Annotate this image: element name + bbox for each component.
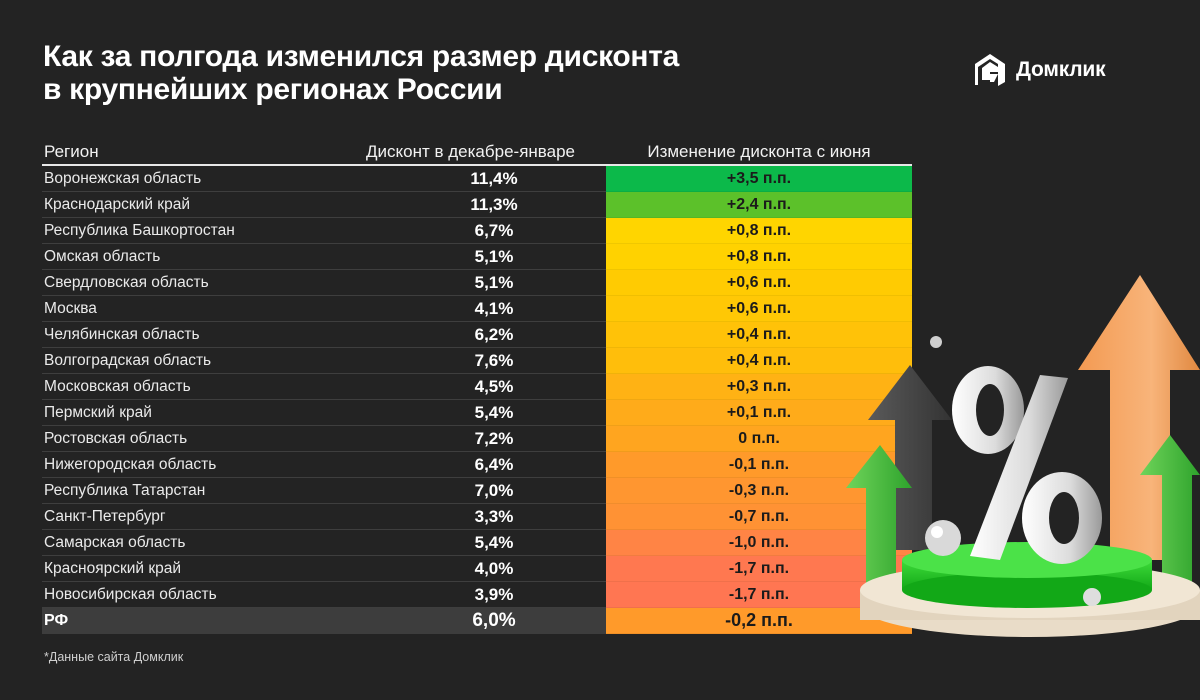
table-row: Свердловская область 5,1% +0,6 п.п.: [42, 270, 912, 296]
discount-table: Регион Дисконт в декабре-январе Изменени…: [42, 138, 912, 634]
cell-discount: 5,4%: [302, 400, 606, 426]
cell-discount: 7,0%: [302, 478, 606, 504]
cell-change: -0,7 п.п.: [606, 504, 912, 530]
table-row: Республика Татарстан 7,0% -0,3 п.п.: [42, 478, 912, 504]
dark-arrow-icon: [868, 365, 952, 550]
table-row: Пермский край 5,4% +0,1 п.п.: [42, 400, 912, 426]
brand-name: Домклик: [1016, 58, 1106, 81]
cell-discount: 4,1%: [302, 296, 606, 322]
cell-change: +0,8 п.п.: [606, 218, 912, 244]
table-row: Нижегородская область 6,4% -0,1 п.п.: [42, 452, 912, 478]
table-row: Челябинская область 6,2% +0,4 п.п.: [42, 322, 912, 348]
cell-discount: 5,1%: [302, 244, 606, 270]
cell-change: +0,3 п.п.: [606, 374, 912, 400]
cell-region: Волгоградская область: [42, 348, 302, 374]
cell-change: -1,0 п.п.: [606, 530, 912, 556]
cell-change: 0 п.п.: [606, 426, 912, 452]
percent-sign-icon: [952, 366, 1102, 564]
cell-discount: 3,3%: [302, 504, 606, 530]
cell-discount: 5,1%: [302, 270, 606, 296]
cell-region: Новосибирская область: [42, 582, 302, 608]
table-row: Санкт-Петербург 3,3% -0,7 п.п.: [42, 504, 912, 530]
cell-region: Воронежская область: [42, 166, 302, 192]
cell-discount: 6,2%: [302, 322, 606, 348]
cell-change: +0,8 п.п.: [606, 244, 912, 270]
cell-change: +0,4 п.п.: [606, 348, 912, 374]
header-change: Изменение дисконта с июня: [647, 142, 871, 161]
cell-region: Краснодарский край: [42, 192, 302, 218]
cell-discount: 6,7%: [302, 218, 606, 244]
footnote: *Данные сайта Домклик: [44, 650, 184, 664]
green-arrow-right-icon: [1140, 435, 1200, 600]
title-line-2: в крупнейших регионах России: [43, 73, 503, 106]
table-header: Регион Дисконт в декабре-январе Изменени…: [42, 138, 912, 166]
cell-region: Омская область: [42, 244, 302, 270]
cell-change: +0,4 п.п.: [606, 322, 912, 348]
table-row: Красноярский край 4,0% -1,7 п.п.: [42, 556, 912, 582]
cell-region: Пермский край: [42, 400, 302, 426]
green-arrow-left-icon: [846, 445, 912, 600]
domclick-house-icon: [975, 54, 1005, 86]
cell-change: -1,7 п.п.: [606, 556, 912, 582]
table-row: Краснодарский край 11,3% +2,4 п.п.: [42, 192, 912, 218]
cell-discount: 4,0%: [302, 556, 606, 582]
table-row: Москва 4,1% +0,6 п.п.: [42, 296, 912, 322]
cell-discount: 5,4%: [302, 530, 606, 556]
cell-region: Московская область: [42, 374, 302, 400]
table-row: Воронежская область 11,4% +3,5 п.п.: [42, 166, 912, 192]
cell-change: +0,6 п.п.: [606, 270, 912, 296]
cell-discount: 4,5%: [302, 374, 606, 400]
table-row: Омская область 5,1% +0,8 п.п.: [42, 244, 912, 270]
cell-change: +3,5 п.п.: [606, 166, 912, 192]
table-body: Воронежская область 11,4% +3,5 п.п. Краснод…: [42, 166, 912, 634]
table-total-row: РФ 6,0% -0,2 п.п.: [42, 608, 912, 634]
cell-change: +0,1 п.п.: [606, 400, 912, 426]
cell-region: Свердловская область: [42, 270, 302, 296]
table-row: Самарская область 5,4% -1,0 п.п.: [42, 530, 912, 556]
percent-decoration-illustration: [846, 275, 1200, 637]
cell-region: Челябинская область: [42, 322, 302, 348]
table-row: Новосибирская область 3,9% -1,7 п.п.: [42, 582, 912, 608]
table-row: Республика Башкортостан 6,7% +0,8 п.п.: [42, 218, 912, 244]
header-discount: Дисконт в декабре-январе: [366, 142, 575, 161]
cell-discount: 7,6%: [302, 348, 606, 374]
cell-region: Республика Татарстан: [42, 478, 302, 504]
table-row: Волгоградская область 7,6% +0,4 п.п.: [42, 348, 912, 374]
cell-region: Ростовская область: [42, 426, 302, 452]
cell-region: Республика Башкортостан: [42, 218, 302, 244]
table-row: Московская область 4,5% +0,3 п.п.: [42, 374, 912, 400]
cell-change: +0,6 п.п.: [606, 296, 912, 322]
table-row: Ростовская область 7,2% 0 п.п.: [42, 426, 912, 452]
cell-change: -0,3 п.п.: [606, 478, 912, 504]
cell-discount: 6,0%: [302, 608, 606, 634]
brand-logo: Домклик: [972, 52, 1106, 88]
cell-region: Самарская область: [42, 530, 302, 556]
header-region: Регион: [44, 142, 99, 161]
cell-region: Красноярский край: [42, 556, 302, 582]
cell-discount: 7,2%: [302, 426, 606, 452]
title-line-1: Как за полгода изменился размер дисконта: [43, 40, 680, 73]
cell-change: +2,4 п.п.: [606, 192, 912, 218]
cell-region: Нижегородская область: [42, 452, 302, 478]
cell-region: РФ: [42, 608, 302, 634]
cell-discount: 11,3%: [302, 192, 606, 218]
cell-discount: 3,9%: [302, 582, 606, 608]
page-title: Как за полгода изменился размер дисконта…: [43, 40, 679, 106]
cell-discount: 6,4%: [302, 452, 606, 478]
cell-discount: 11,4%: [302, 166, 606, 192]
cell-region: Москва: [42, 296, 302, 322]
cell-region: Санкт-Петербург: [42, 504, 302, 530]
